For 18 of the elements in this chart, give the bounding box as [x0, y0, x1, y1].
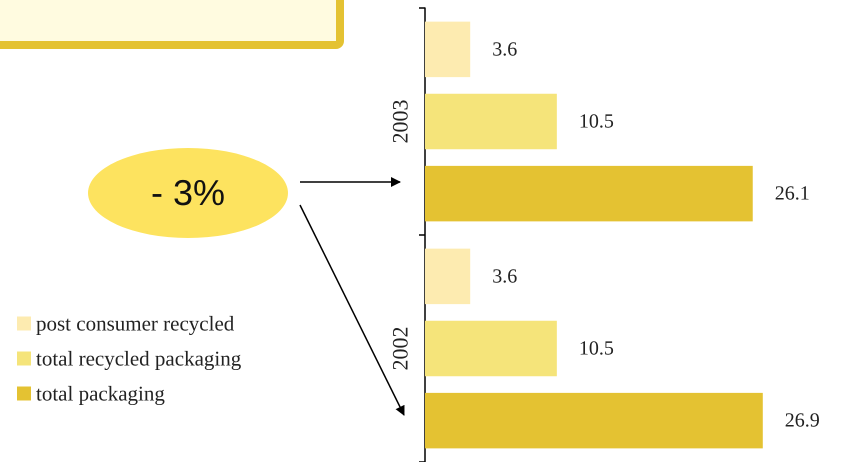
y-tick-label: 2002 [388, 326, 412, 370]
bar [425, 248, 470, 304]
bar [425, 94, 557, 150]
data-label: 26.9 [784, 410, 820, 432]
bar [425, 22, 470, 78]
data-label: 26.1 [774, 182, 810, 205]
legend-label: total packaging [36, 382, 166, 406]
data-label: 10.5 [578, 110, 614, 132]
bar [425, 166, 753, 222]
legend-label: total recycled packaging [36, 346, 242, 370]
data-label: 10.5 [578, 338, 614, 360]
text: - 3% [88, 148, 288, 238]
data-label: 3.6 [492, 265, 518, 288]
data-label: 3.6 [492, 38, 518, 60]
bar [425, 320, 557, 376]
y-tick-label: 2003 [388, 100, 412, 144]
legend-label: post consumer recycled [36, 312, 235, 336]
bar [425, 392, 763, 448]
